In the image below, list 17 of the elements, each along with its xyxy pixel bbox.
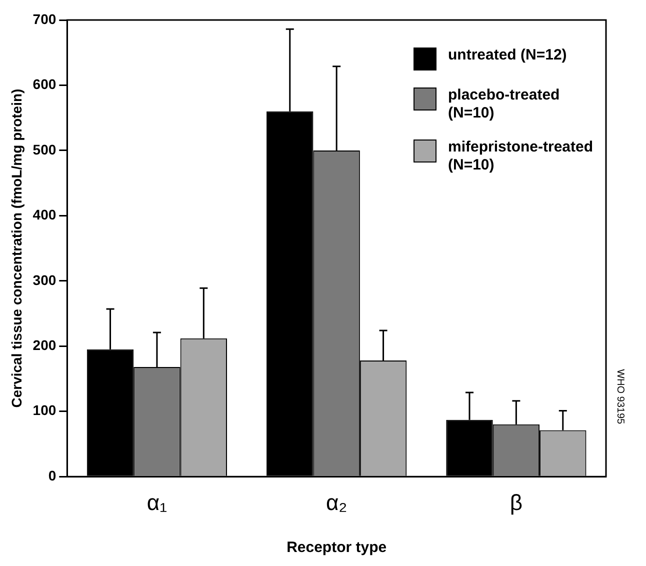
y-tick-label: 600 xyxy=(32,76,56,92)
y-tick-label: 500 xyxy=(32,141,56,158)
y-tick-label: 400 xyxy=(32,206,56,223)
y-tick-label: 200 xyxy=(32,337,56,353)
y-axis-title: Cervical tissue concentration (fmoL/mg protein) xyxy=(8,88,24,408)
legend-label: mifepristone-treated (N=10) xyxy=(448,138,594,174)
y-tick-label: 700 xyxy=(32,10,56,27)
x-tick-label: β xyxy=(510,490,523,515)
text: WHO 93195 xyxy=(614,369,626,425)
x-axis-title: Receptor type xyxy=(286,539,387,556)
y-tick-label: 300 xyxy=(32,272,56,288)
y-tick-label: 0 xyxy=(48,467,56,484)
x-tick-label: α₂ xyxy=(326,490,348,515)
legend-label: untreated (N=12) xyxy=(448,46,567,64)
x-tick-label: α₁ xyxy=(146,490,168,515)
y-tick-label: 100 xyxy=(32,402,56,418)
legend-label: placebo-treated (N=10) xyxy=(448,86,560,122)
